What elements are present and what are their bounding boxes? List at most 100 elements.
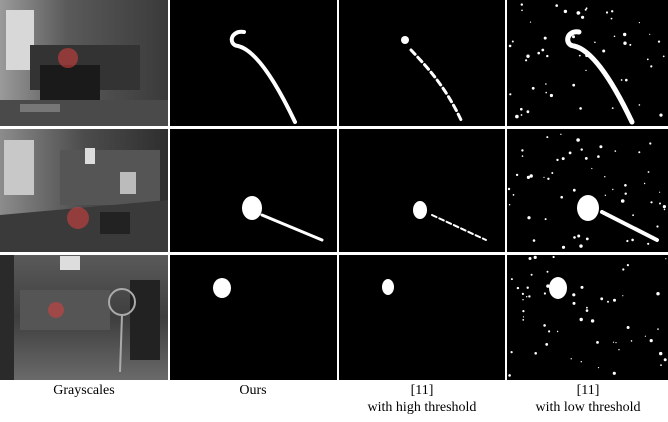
noise-dot	[545, 83, 547, 85]
noise-dot	[659, 203, 661, 205]
noise-dot	[526, 296, 527, 297]
noise-dot	[526, 55, 529, 58]
noise-dot	[573, 189, 576, 192]
noise-dot	[606, 11, 608, 13]
noise-dot	[585, 157, 588, 160]
noise-dot	[577, 11, 581, 15]
noise-dot	[522, 293, 524, 295]
noise-dot	[508, 374, 511, 377]
noise-dot	[533, 239, 536, 242]
noise-dot	[598, 367, 599, 368]
grayscale-image	[0, 0, 168, 126]
noise-dot	[523, 316, 524, 317]
noise-dot	[508, 188, 510, 190]
noise-dot	[544, 37, 547, 40]
noise-dot	[627, 264, 629, 266]
noise-dot	[522, 319, 524, 321]
noise-dot	[665, 258, 666, 259]
noise-dot	[545, 92, 547, 94]
noise-dot	[585, 70, 586, 71]
noise-dot	[605, 195, 606, 196]
noise-dot	[622, 268, 624, 270]
noise-dot	[579, 244, 582, 247]
captions: Grayscales Ours [11] with high threshold…	[53, 383, 640, 415]
noise-dot	[522, 155, 524, 157]
noise-dot	[534, 352, 537, 355]
noise-dot	[650, 339, 653, 342]
noise-dot	[602, 50, 605, 53]
noise-dot	[525, 59, 527, 61]
noise-dot	[621, 199, 625, 203]
noise-dot	[639, 22, 640, 23]
noise-dot	[611, 10, 613, 12]
noise-dot	[657, 328, 659, 330]
noise-dot	[528, 295, 530, 297]
noise-dot	[572, 35, 575, 38]
noise-dot	[650, 65, 652, 67]
column-label: Grayscales	[53, 383, 114, 398]
column-sublabel: with high threshold	[368, 400, 477, 415]
noise-dot	[614, 36, 616, 38]
noise-dot	[586, 238, 589, 241]
noise-dot	[647, 243, 649, 245]
noise-dot	[615, 150, 617, 152]
noise-dot	[541, 49, 544, 52]
column-sublabel: with low threshold	[536, 400, 641, 415]
noise-dot	[615, 342, 616, 343]
noise-dot	[553, 256, 555, 258]
noise-dot	[607, 301, 609, 303]
noise-dot	[560, 196, 563, 199]
noise-dot	[517, 287, 519, 289]
noise-dot	[656, 292, 659, 295]
noise-dot	[664, 358, 667, 361]
noise-dot	[626, 240, 628, 242]
noise-dot	[522, 299, 523, 300]
noise-dot	[631, 340, 633, 342]
noise-dot	[512, 41, 514, 43]
noise-dot	[537, 52, 540, 55]
noise-dot	[576, 138, 580, 142]
noise-dot	[521, 149, 523, 151]
noise-dot	[647, 59, 649, 61]
noise-dot	[638, 151, 640, 153]
noise-dot	[513, 194, 515, 196]
noise-dot	[660, 364, 662, 366]
noise-dot	[527, 176, 530, 179]
noise-dot	[612, 107, 614, 109]
noise-dot	[527, 216, 530, 219]
noise-dot	[586, 307, 588, 309]
noise-dot	[550, 94, 553, 97]
noise-dot	[604, 176, 605, 177]
noise-dot	[595, 208, 597, 210]
noise-dot	[557, 331, 558, 332]
noise-dot	[622, 295, 623, 296]
noise-dot	[560, 134, 561, 135]
noise-dot	[623, 42, 626, 45]
noise-dot	[632, 214, 634, 216]
noise-dot	[509, 45, 512, 48]
figure: Grayscales Ours [11] with high threshold…	[0, 0, 668, 422]
noise-dot	[521, 114, 523, 116]
column-label: [11]	[411, 383, 434, 398]
noise-dot	[516, 174, 518, 176]
noise-dot	[656, 225, 658, 227]
noise-dot	[520, 108, 523, 111]
noise-dot	[612, 189, 613, 190]
noise-dot	[581, 16, 584, 19]
noise-dot	[586, 309, 589, 312]
noise-dot	[597, 155, 600, 158]
noise-dot	[573, 302, 576, 305]
noise-dot	[562, 157, 565, 160]
noise-dot	[571, 358, 572, 359]
noise-dot	[613, 342, 614, 343]
noise-dot	[613, 372, 616, 375]
noise-dot	[600, 297, 603, 300]
noise-dot	[664, 209, 666, 211]
noise-dot	[631, 239, 634, 242]
noise-dot	[618, 349, 619, 350]
noise-dot	[659, 192, 660, 193]
noise-dot	[577, 47, 579, 49]
noise-dot	[599, 145, 602, 148]
noise-dot	[594, 42, 596, 44]
noise-dot	[624, 184, 627, 187]
